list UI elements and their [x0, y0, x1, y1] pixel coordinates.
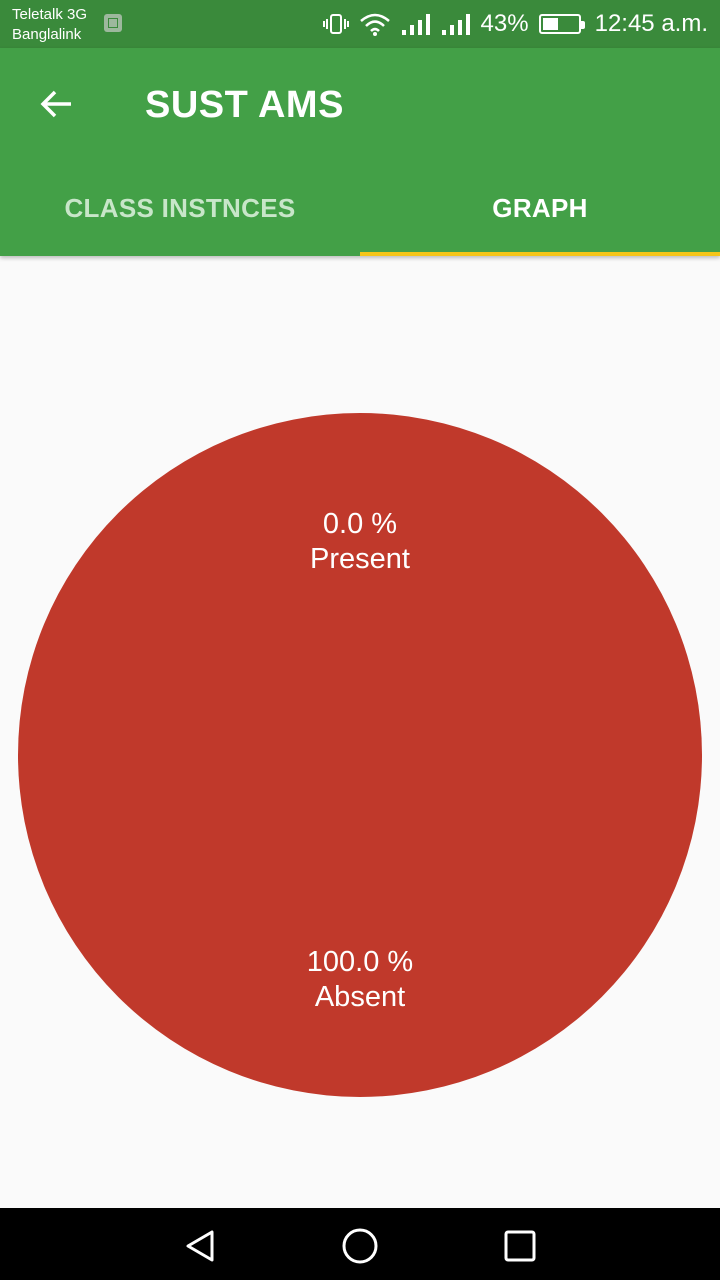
app-bar: SUST AMS CLASS INSTNCES GRAPH — [0, 48, 720, 256]
pie-svg — [18, 413, 702, 1097]
tab-label: GRAPH — [492, 192, 588, 223]
app-title: SUST AMS — [145, 84, 344, 126]
signal-icon-1 — [401, 12, 431, 36]
carrier-info: Teletalk 3G Banglalink — [12, 5, 87, 45]
pie-slice-absent[interactable] — [18, 413, 702, 1097]
nav-recents-button[interactable] — [500, 1226, 540, 1266]
vibrate-icon — [322, 12, 349, 36]
status-bar: Teletalk 3G Banglalink — [0, 0, 720, 48]
battery-percent: 43% — [480, 10, 529, 37]
home-circle-icon — [342, 1228, 378, 1264]
tab-indicator — [360, 252, 720, 256]
battery-icon — [538, 14, 585, 34]
tab-label: CLASS INSTNCES — [64, 192, 296, 223]
carrier-2: Banglalink — [12, 26, 82, 43]
present-category-label: Present — [310, 543, 410, 575]
carrier-1: Teletalk 3G — [12, 6, 88, 23]
nav-home-button[interactable] — [340, 1226, 380, 1266]
image-notification-icon — [104, 14, 122, 32]
clock: 12:45 a.m. — [594, 10, 708, 37]
absent-category-label: Absent — [314, 981, 406, 1013]
status-icons: 43% 12:45 a.m. — [322, 0, 708, 48]
back-button[interactable] — [30, 78, 82, 130]
absent-slice-label: 100.0 % Absent — [18, 945, 702, 1015]
back-triangle-icon — [186, 1230, 214, 1262]
navigation-bar — [0, 1208, 720, 1280]
arrow-left-icon — [40, 90, 71, 118]
signal-icon-2 — [441, 12, 471, 36]
wifi-icon — [359, 12, 391, 36]
recents-square-icon — [504, 1230, 536, 1262]
attendance-pie-chart: 0.0 % Present 100.0 % Absent — [18, 413, 702, 1097]
tab-graph[interactable]: GRAPH — [360, 160, 720, 256]
nav-back-button[interactable] — [180, 1226, 220, 1266]
absent-value-label: 100.0 % — [306, 946, 414, 978]
battery-fill — [542, 18, 558, 30]
tab-class-instances[interactable]: CLASS INSTNCES — [0, 160, 360, 256]
tab-bar: CLASS INSTNCES GRAPH — [0, 160, 720, 256]
present-slice-label: 0.0 % Present — [18, 507, 702, 577]
present-value-label: 0.0 % — [322, 508, 398, 540]
